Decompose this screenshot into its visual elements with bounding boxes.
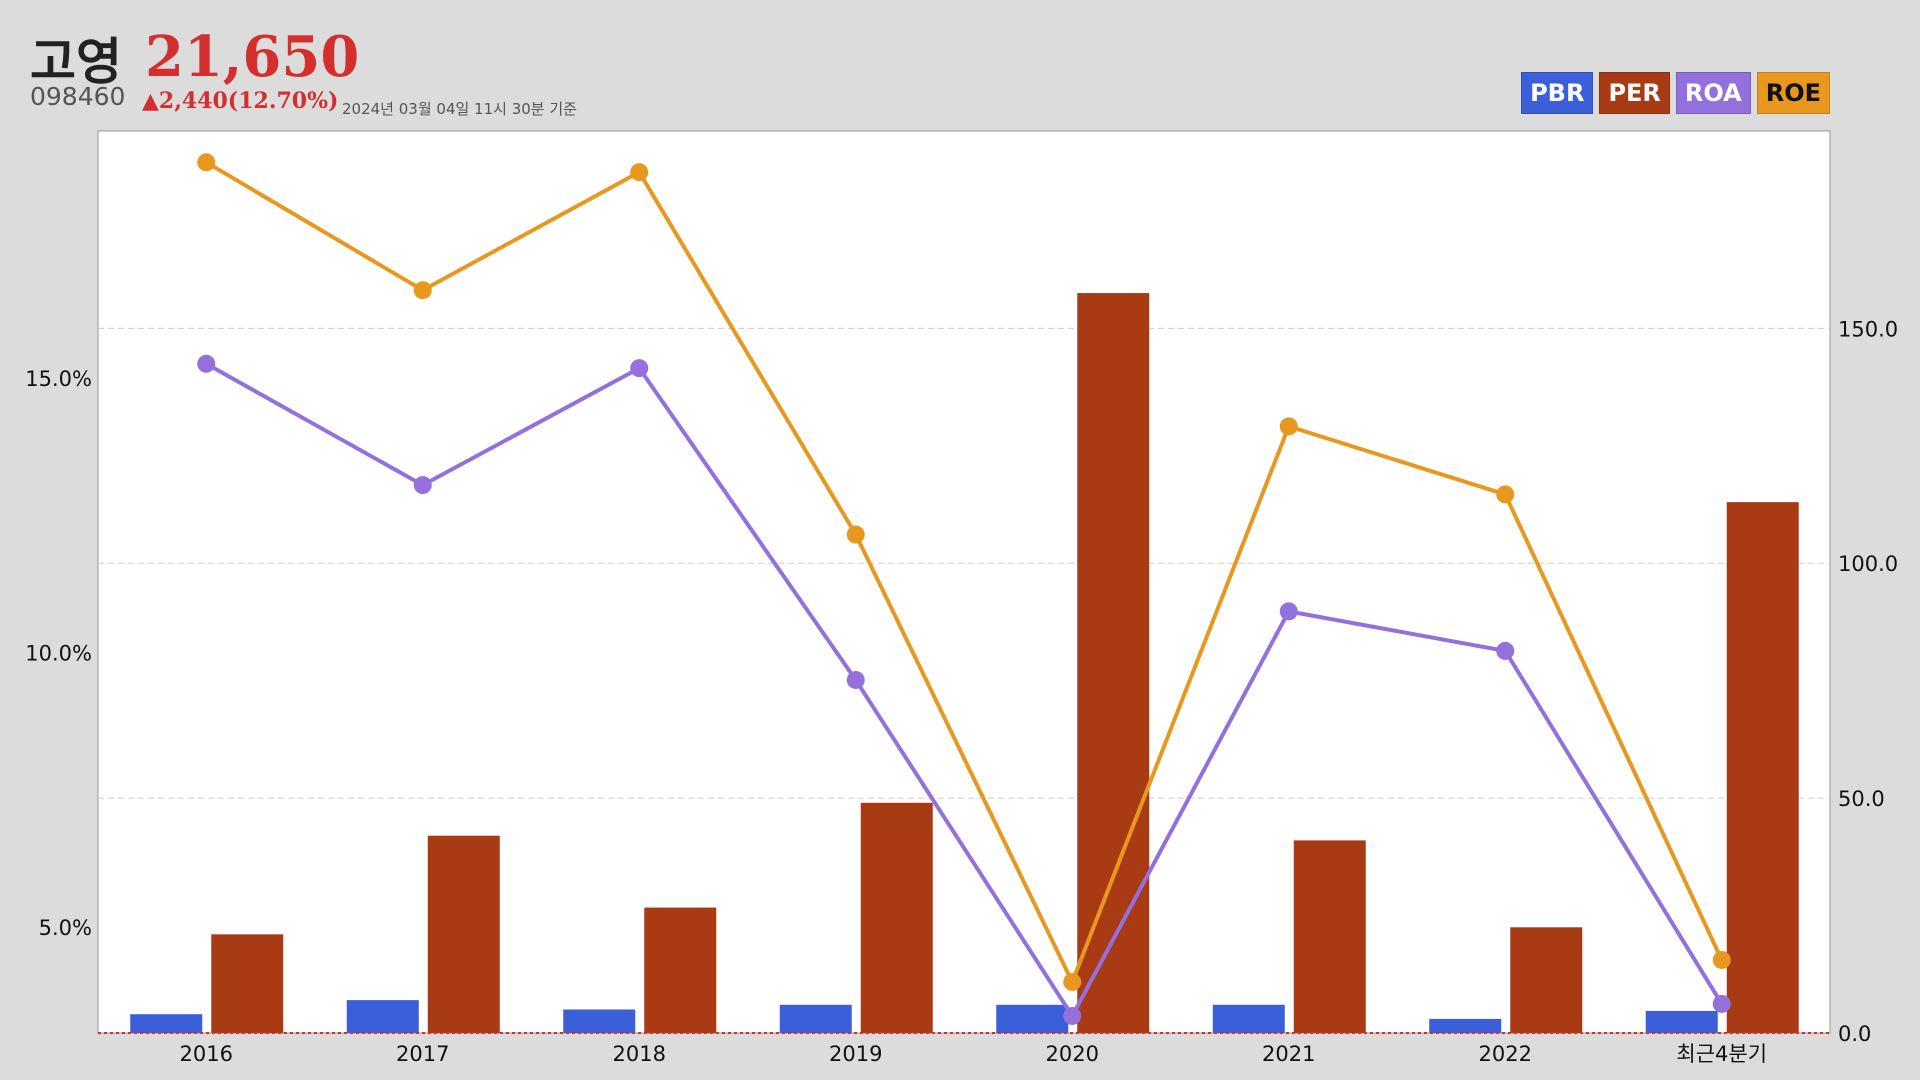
right-axis-tick-label: 50.0: [1838, 787, 1885, 811]
pbr-bar: [996, 1004, 1069, 1033]
per-bar: [1510, 927, 1583, 1033]
right-axis-tick-label: 0.0: [1838, 1022, 1871, 1046]
price-change: ▲2,440(12.70%): [142, 88, 339, 114]
x-axis-tick-label: 2018: [613, 1042, 666, 1066]
right-axis-tick-label: 150.0: [1838, 317, 1898, 341]
roa-point: [630, 359, 649, 378]
roe-point: [1712, 950, 1731, 969]
right-axis-tick-label: 100.0: [1838, 552, 1898, 576]
roa-point: [197, 354, 216, 373]
roa-point: [1279, 602, 1298, 621]
roa-point: [1712, 994, 1731, 1013]
pbr-bar: [1212, 1004, 1285, 1033]
roa-line: [205, 362, 1724, 1020]
left-axis-tick-label: 15.0%: [25, 367, 92, 391]
roa-point: [413, 476, 432, 495]
roe-point: [197, 153, 216, 172]
x-axis-tick-label: 2016: [180, 1042, 233, 1066]
x-axis-tick-label: 2020: [1046, 1042, 1099, 1066]
roa-point: [1063, 1006, 1082, 1025]
roa-point: [846, 670, 865, 689]
company-name: 고영: [30, 33, 122, 91]
per-bar: [427, 835, 500, 1033]
left-axis-tick-label: 5.0%: [39, 916, 92, 940]
roe-point: [1279, 417, 1298, 436]
per-bar: [1293, 840, 1366, 1033]
pbr-bar: [779, 1004, 852, 1033]
pbr-bar: [1429, 1018, 1502, 1033]
legend-roa[interactable]: ROA: [1675, 72, 1751, 114]
pbr-bar: [563, 1009, 636, 1033]
roa-point: [1496, 641, 1515, 660]
x-axis-tick-label: 최근4분기: [1676, 1042, 1767, 1066]
legend-pbr[interactable]: PBR: [1521, 72, 1594, 114]
current-price: 21,650: [145, 24, 360, 90]
pbr-bar: [130, 1014, 203, 1033]
left-axis-tick-label: 10.0%: [25, 642, 92, 666]
per-bar: [860, 802, 933, 1033]
roe-point: [1063, 972, 1082, 991]
legend-per[interactable]: PER: [1599, 72, 1670, 114]
as-of-timestamp: 2024년 03월 04일 11시 30분 기준: [342, 100, 577, 118]
x-axis-tick-label: 2017: [396, 1042, 449, 1066]
roe-point: [630, 163, 649, 182]
x-axis-tick-label: 2021: [1262, 1042, 1315, 1066]
per-bar: [1726, 502, 1799, 1034]
pbr-bar: [346, 1000, 419, 1033]
roe-line: [205, 160, 1724, 987]
pbr-bar: [1645, 1010, 1718, 1033]
per-bar: [1077, 293, 1150, 1033]
chart-legend: PBR PER ROA ROE: [1521, 72, 1830, 114]
roe-point: [846, 525, 865, 544]
per-bar: [211, 934, 284, 1033]
per-bar: [644, 907, 717, 1033]
roe-point: [1496, 485, 1515, 504]
legend-roe[interactable]: ROE: [1756, 72, 1830, 114]
x-axis-tick-label: 2022: [1479, 1042, 1532, 1066]
plot-area: [97, 130, 1831, 1034]
x-axis-tick-label: 2019: [829, 1042, 882, 1066]
roe-point: [413, 281, 432, 300]
stock-code: 098460: [30, 82, 126, 111]
